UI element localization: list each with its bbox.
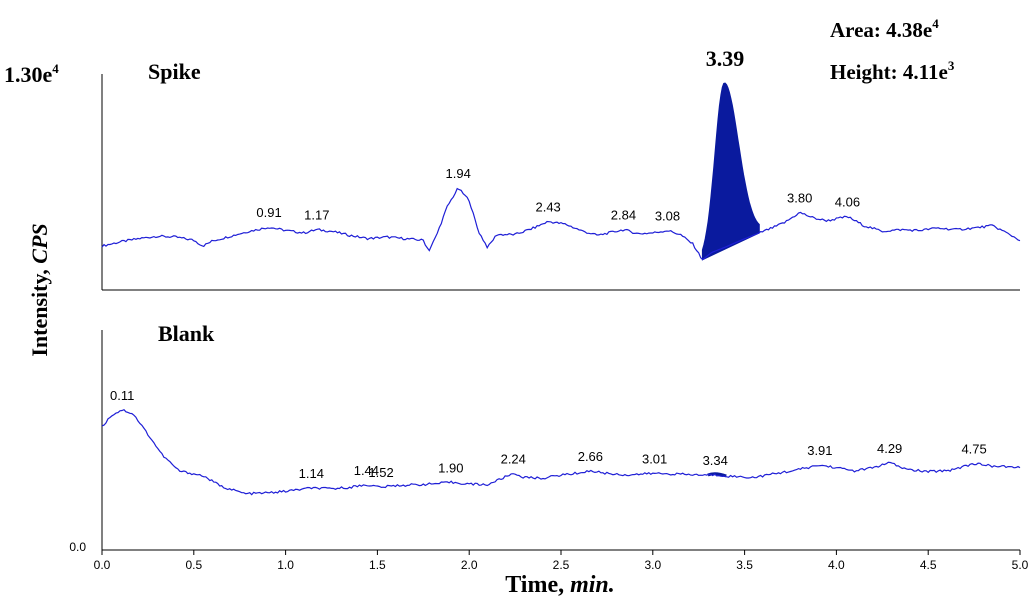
- highlight-peak-label: 3.39: [706, 46, 745, 71]
- x-tick-label: 4.0: [828, 558, 845, 572]
- peak-label: 4.29: [877, 441, 902, 456]
- x-tick-label: 3.5: [736, 558, 753, 572]
- peak-label: 0.91: [256, 205, 281, 220]
- y-min-label: 0.0: [69, 540, 86, 554]
- highlighted-peak-area: [701, 82, 760, 261]
- peak-label: 4.06: [835, 195, 860, 210]
- peak-label: 1.94: [446, 166, 471, 181]
- x-tick-label: 0.0: [94, 558, 111, 572]
- peak-label: 2.84: [611, 208, 636, 223]
- peak-label: 4.75: [961, 442, 986, 457]
- x-tick-label: 5.0: [1012, 558, 1029, 572]
- y-axis-title: Intensity, CPS: [27, 223, 52, 356]
- peak-label: 2.43: [535, 200, 560, 215]
- x-tick-label: 2.0: [461, 558, 478, 572]
- peak-label: 1.14: [299, 466, 324, 481]
- peak-label: 1.90: [438, 460, 463, 475]
- peak-label: 2.66: [578, 449, 603, 464]
- peak-label: 1.52: [368, 465, 393, 480]
- x-tick-label: 4.5: [920, 558, 937, 572]
- peak-label: 3.08: [655, 208, 680, 223]
- blank-trace-line: [101, 408, 1021, 496]
- x-axis-title: Time, min.: [505, 572, 615, 598]
- height-annotation: Height: 4.11e3: [830, 58, 955, 84]
- area-annotation: Area: 4.38e4: [830, 16, 939, 42]
- x-tick-label: 0.5: [185, 558, 202, 572]
- peak-label: 3.01: [642, 451, 667, 466]
- x-tick-label: 1.0: [277, 558, 294, 572]
- x-tick-label: 2.5: [553, 558, 570, 572]
- y-max-label: 1.30e4: [4, 61, 59, 87]
- peak-label: 1.17: [304, 208, 329, 223]
- spike-panel-title: Spike: [148, 59, 201, 84]
- peak-label: 3.34: [703, 453, 728, 468]
- blank-panel-title: Blank: [158, 321, 215, 346]
- x-tick-label: 1.5: [369, 558, 386, 572]
- x-tick-label: 3.0: [644, 558, 661, 572]
- peak-label: 1.44: [354, 463, 379, 478]
- spike-trace-line: [101, 187, 1021, 261]
- peak-label: 2.24: [501, 451, 526, 466]
- peak-label: 0.11: [110, 388, 134, 403]
- peak-label: 3.80: [787, 191, 812, 206]
- peak-label: 3.91: [807, 443, 832, 458]
